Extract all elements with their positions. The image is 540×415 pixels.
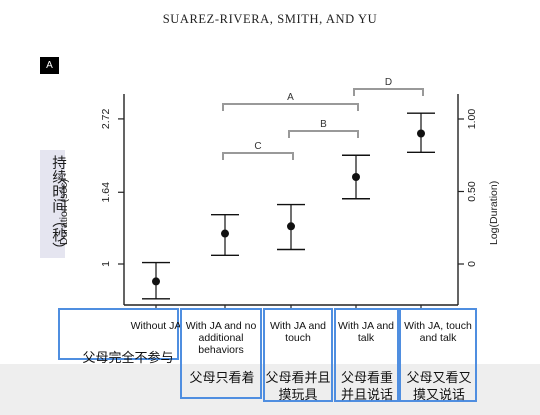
mean-point xyxy=(417,129,425,138)
category-box xyxy=(263,308,333,402)
panel-label: A xyxy=(40,57,59,74)
mean-point xyxy=(221,229,229,238)
bracket-label: A xyxy=(287,92,294,103)
x-tick-label: With JA, touch and talk xyxy=(404,320,472,344)
x-tick-label: With JA and touch xyxy=(269,320,327,344)
y-axis-annotation-zh: 持续时间（秒） xyxy=(40,150,66,258)
x-tick-label: With JA and no additional behaviors xyxy=(185,320,257,356)
bracket-label: C xyxy=(254,141,261,152)
category-annotation: 父母又看又摸又说话 xyxy=(406,370,472,402)
y-tick-label-left: 2.72 xyxy=(100,109,112,130)
x-tick-label: Without JA xyxy=(130,320,182,332)
significance-bracket xyxy=(222,103,359,111)
mean-point xyxy=(352,173,360,181)
category-box xyxy=(58,308,179,360)
bracket-label: D xyxy=(385,77,392,88)
category-annotation: 父母看重并且说话 xyxy=(340,370,393,402)
mean-point xyxy=(152,277,160,286)
y-tick-label-left: 1 xyxy=(100,261,112,267)
category-annotation: 父母完全不参与 xyxy=(82,350,174,365)
category-box xyxy=(180,308,262,399)
significance-bracket xyxy=(288,130,359,138)
x-tick-label: With JA and talk xyxy=(337,320,395,344)
significance-bracket xyxy=(353,88,424,96)
y-tick-label-left: 1.64 xyxy=(100,182,112,203)
y-tick-label-right: 1.00 xyxy=(466,109,478,130)
running-head: SUAREZ-RIVERA, SMITH, AND YU xyxy=(162,12,378,26)
bottom-band xyxy=(0,364,540,415)
category-box xyxy=(334,308,399,402)
bracket-label: B xyxy=(320,119,327,130)
category-annotation: 父母只看着 xyxy=(189,370,255,385)
y-tick-label-right: 0 xyxy=(466,261,478,267)
significance-bracket xyxy=(222,152,294,160)
y-tick-label-right: 0.50 xyxy=(466,181,478,202)
mean-point xyxy=(287,222,295,231)
category-box xyxy=(399,308,477,402)
category-annotation: 父母看并且摸玩具 xyxy=(265,370,331,402)
